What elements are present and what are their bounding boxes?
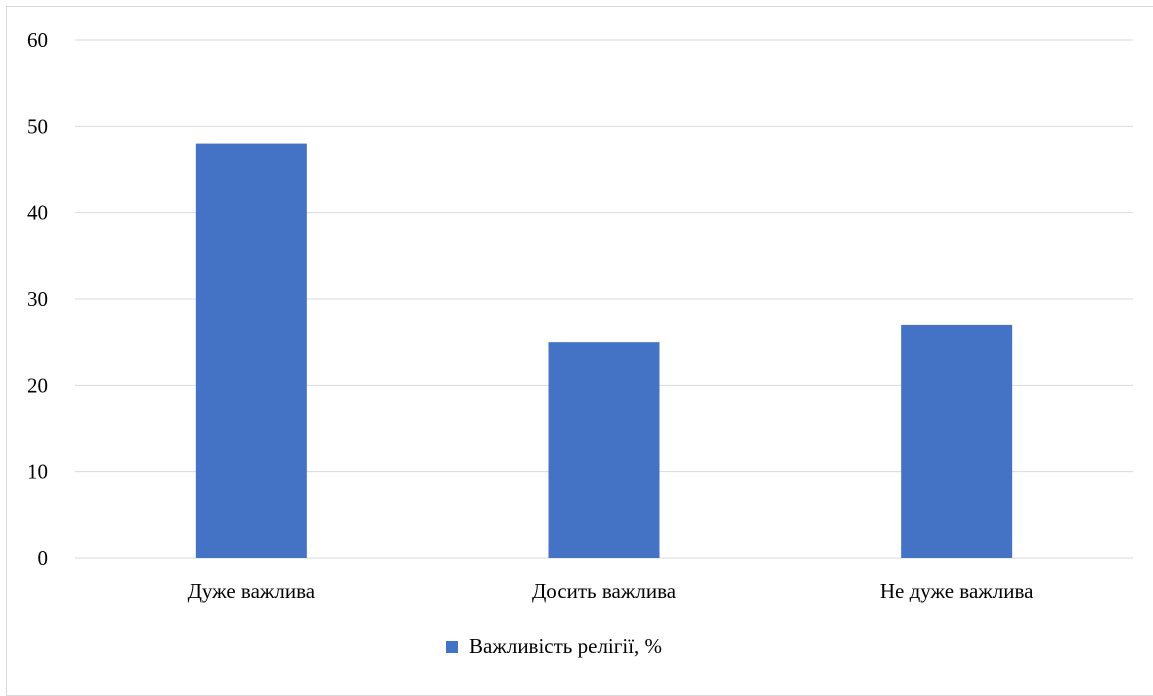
y-tick-label: 40 [27,201,48,225]
y-tick-label: 10 [27,460,48,484]
x-axis-labels: Дуже важлива Досить важлива Не дуже важлив… [188,579,1035,603]
bar-3 [901,324,1013,558]
legend: Важливість релігії, % [446,634,662,659]
x-category-label: Дуже важлива [188,579,316,603]
legend-label: Важливість релігії, % [469,634,663,658]
y-tick-label: 30 [27,287,48,311]
y-axis-ticks: 0 10 20 30 40 50 60 [27,28,48,570]
legend-swatch [446,640,458,653]
y-tick-label: 20 [27,373,48,397]
y-tick-label: 60 [27,28,48,52]
bar-1 [195,143,307,558]
y-tick-label: 50 [27,114,48,138]
y-tick-label: 0 [38,546,49,570]
bar-chart: 0 10 20 30 40 50 60 Дуже важлива Досить важлива… [27,28,1133,603]
bars [195,143,1013,558]
x-category-label: Не дуже важлива [880,579,1034,603]
bar-2 [548,342,660,558]
x-category-label: Досить важлива [532,579,677,603]
